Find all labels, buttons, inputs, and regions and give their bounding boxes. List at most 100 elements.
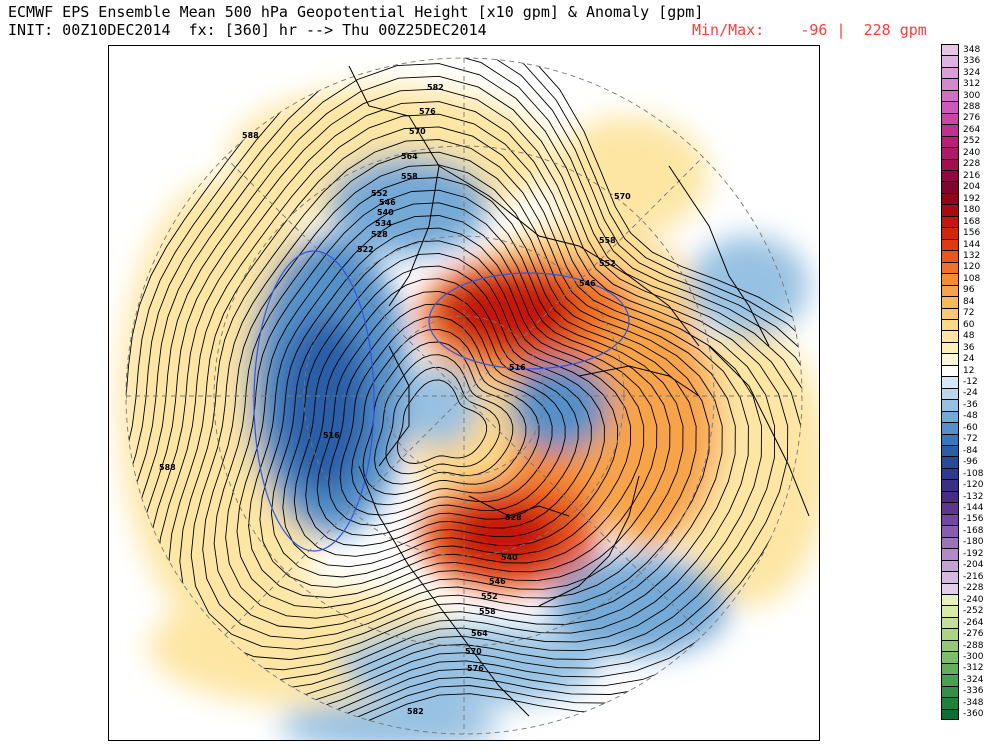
anomaly-shading [119,86,819,740]
colorbar-swatch [941,433,959,446]
colorbar-label: 96 [963,285,975,296]
colorbar-label: -72 [963,434,978,445]
colorbar-swatch [941,353,959,366]
colorbar-swatch [941,456,959,469]
contour-label: 582 [407,707,424,716]
height-contour-line [351,328,540,506]
colorbar-swatch [941,261,959,274]
colorbar-swatch [941,410,959,423]
contour-label: 558 [401,172,418,181]
lat-lon-grid [125,57,803,735]
contour-label: 570 [614,192,631,201]
colorbar-label: 84 [963,296,975,307]
colorbar-swatch [941,318,959,331]
colorbar-swatch [941,307,959,320]
height-contour-line [328,303,566,526]
colorbar-label: 192 [963,193,981,204]
colorbar-swatch [941,341,959,354]
colorbar-swatch [941,502,959,515]
contour-label: 570 [465,647,482,656]
colorbar-label: 264 [963,124,981,135]
height-contour-line [396,379,488,464]
height-contour-line [126,58,802,733]
colorbar-label: -180 [963,537,984,548]
map-title: ECMWF EPS Ensemble Mean 500 hPa Geopoten… [8,3,704,21]
height-contour-line [270,240,632,578]
min-max-readout: Min/Max: -96 | 228 gpm [692,21,927,39]
anomaly-colorbar: 348 336 324 312 300 288 276 264 252 240 228 216 204 1… [941,44,1001,721]
colorbar-label: -252 [963,606,984,617]
contour-label: 576 [419,107,436,116]
contour-label: 558 [479,607,496,616]
colorbar-label: -264 [963,617,984,628]
colorbar-label: 276 [963,113,981,124]
colorbar-label: -96 [963,457,978,468]
contour-label: 528 [371,230,388,239]
colorbar-label: -216 [963,571,984,582]
height-contour-line [126,63,802,722]
colorbar-label: -192 [963,548,984,559]
colorbar-swatch [941,284,959,297]
height-contour-line [236,202,671,609]
height-contours [126,58,802,734]
colorbar-label: 180 [963,205,981,216]
map-canvas: 5825765705645585525465405345285225885465… [109,46,819,740]
contour-label: 582 [427,83,444,92]
colorbar-swatch [941,628,959,641]
colorbar-swatch [941,571,959,583]
contour-label: 516 [323,431,340,440]
height-contour-line [190,151,723,650]
colorbar-label: -276 [963,629,984,640]
colorbar-label: -36 [963,399,978,410]
colorbar-label: -108 [963,468,984,479]
colorbar-swatch [941,513,959,526]
min-max-label: Min/Max: [692,21,765,39]
colorbar-label: -120 [963,480,984,491]
colorbar-label: -300 [963,651,984,662]
anomaly-blue-contours [253,250,630,552]
colorbar-swatch [941,674,959,687]
colorbar-swatch [941,422,959,435]
colorbar-label: 324 [963,67,981,78]
colorbar-swatch [941,616,959,629]
colorbar-swatch [941,192,959,205]
colorbar-label: 36 [963,342,975,353]
colorbar-swatch [941,296,959,309]
colorbar-label: -144 [963,503,984,514]
coastlines [348,65,810,717]
contour-label: 576 [467,664,484,673]
colorbar-swatch [941,44,959,56]
colorbar-swatch [941,101,959,114]
contour-label: 516 [509,363,526,372]
colorbar-swatch [941,55,959,68]
colorbar-swatch [941,250,959,263]
colorbar-label: 204 [963,182,981,193]
colorbar-swatch [941,490,959,503]
colorbar-swatch [941,170,959,182]
colorbar-swatch [941,273,959,286]
height-contour-line [126,75,802,712]
colorbar-label: -168 [963,525,984,536]
polar-stereographic-map: 582 576 570 564 558 552 546 540 534 528 522 588 546 5… [108,45,820,741]
colorbar-label: 312 [963,79,981,90]
colorbar-label: -204 [963,560,984,571]
colorbar-label: 216 [963,170,981,181]
colorbar-label: 336 [963,56,981,67]
colorbar-swatch [941,330,959,343]
height-contour-line [339,316,553,516]
colorbar-label: 252 [963,136,981,147]
colorbar-label: 300 [963,90,981,101]
colorbar-label: 168 [963,216,981,227]
colorbar-label: 108 [963,273,981,284]
colorbar-swatch [941,582,959,595]
colorbar-swatch [941,124,959,137]
contour-label: 588 [242,131,259,140]
colorbar-label: 144 [963,239,981,250]
colorbar-label: 132 [963,250,981,261]
colorbar-swatch [941,204,959,217]
colorbar-swatch [941,238,959,251]
colorbar-swatch [941,112,959,125]
colorbar-label: 240 [963,147,981,158]
colorbar-swatch [941,147,959,160]
max-value: 228 gpm [863,21,927,39]
